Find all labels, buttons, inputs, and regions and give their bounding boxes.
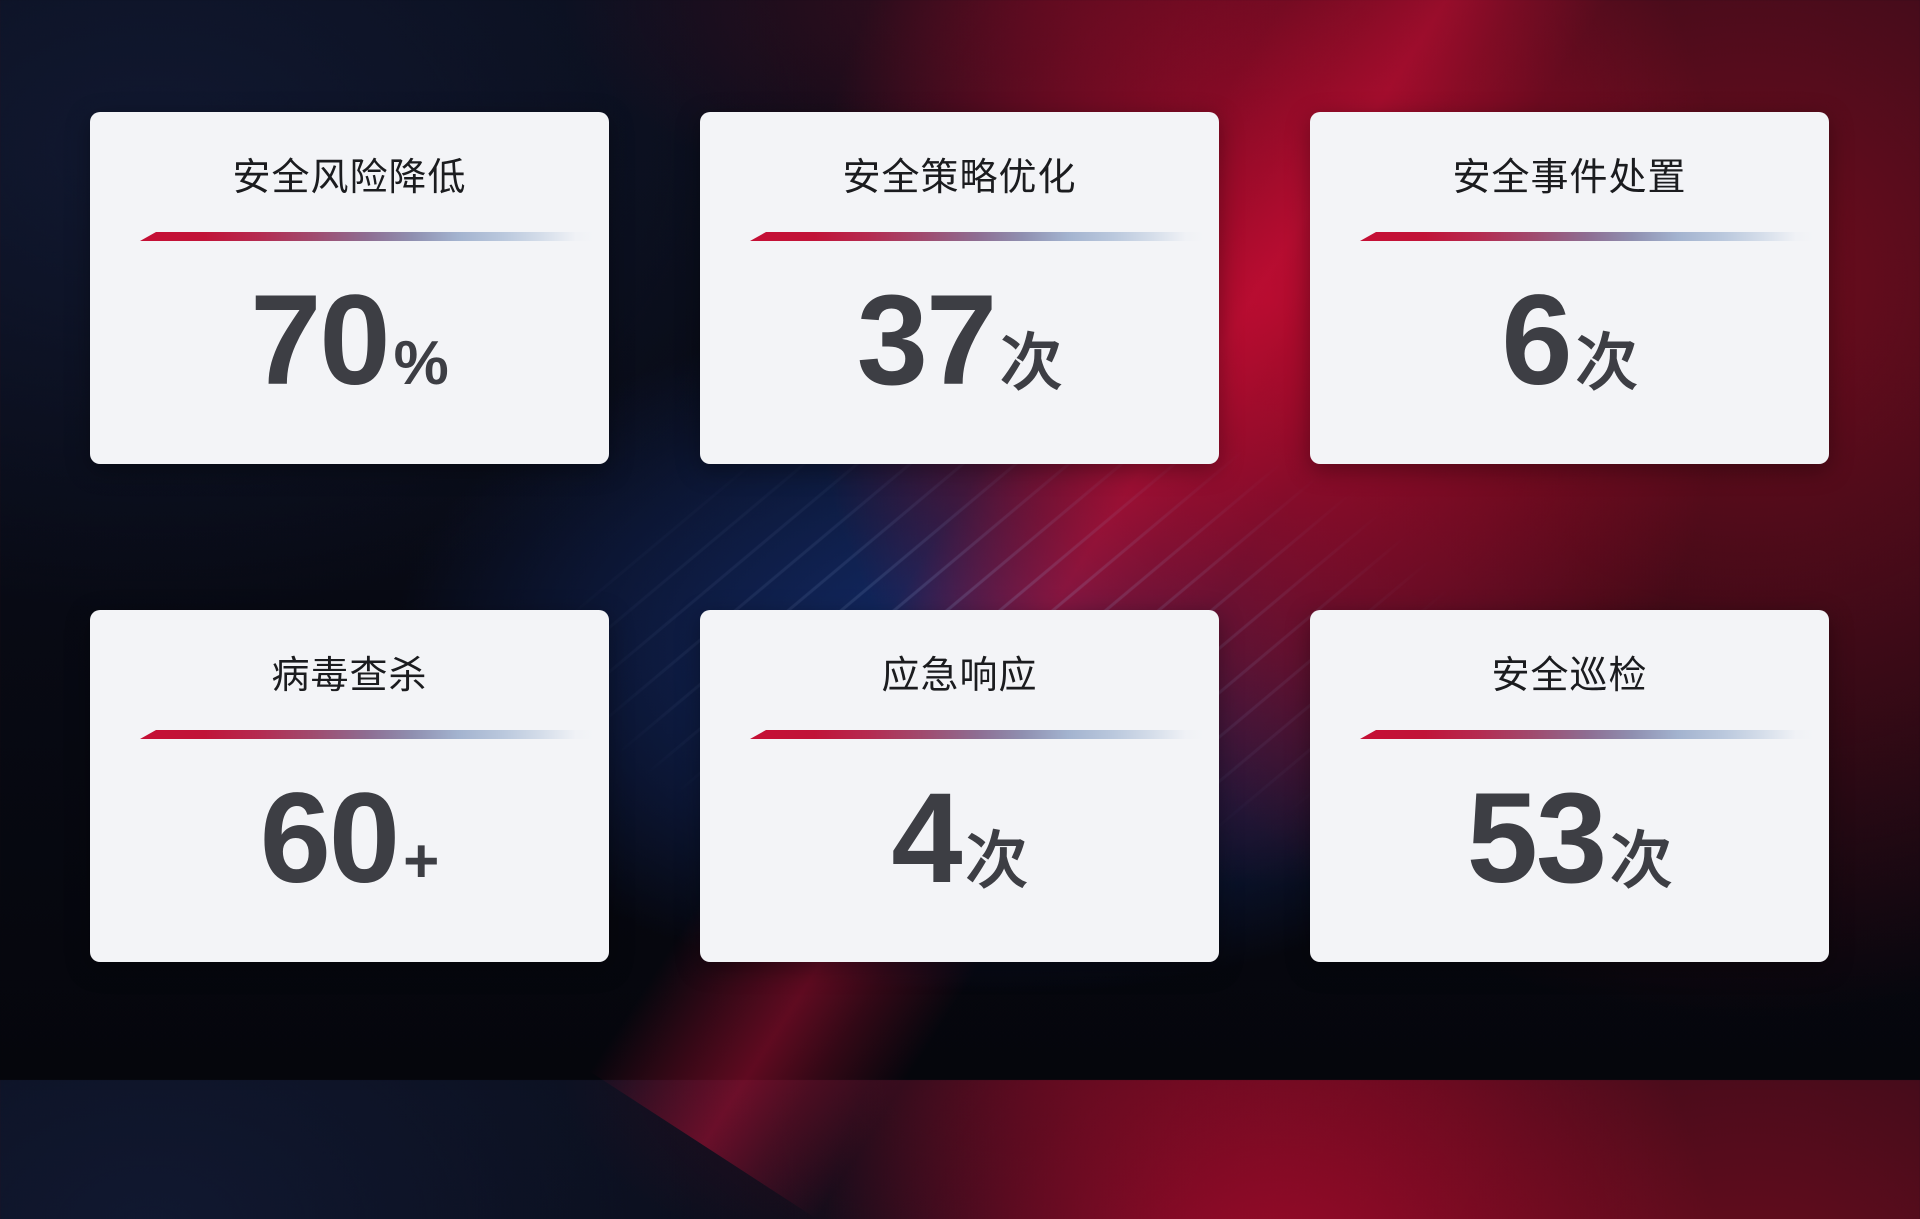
- stat-value: 4: [891, 767, 962, 910]
- stat-unit: +: [403, 827, 440, 896]
- stat-row: 4 次: [700, 775, 1219, 903]
- gradient-divider: [750, 730, 1204, 739]
- stat-value: 53: [1466, 767, 1607, 910]
- gradient-divider: [140, 232, 594, 241]
- gradient-divider: [1360, 232, 1814, 241]
- card-title: 病毒查杀: [271, 655, 428, 697]
- stat-unit: 次: [965, 827, 1028, 896]
- stat-card-risk-reduction: 安全风险降低 70 %: [90, 112, 609, 464]
- stat-card-virus-scan: 病毒查杀 60 +: [90, 610, 609, 962]
- stat-value: 60: [259, 767, 400, 910]
- stat-value: 6: [1501, 269, 1572, 412]
- gradient-divider: [750, 232, 1204, 241]
- stat-card-policy-optimization: 安全策略优化 37 次: [700, 112, 1219, 464]
- stat-value: 37: [856, 269, 997, 412]
- stat-row: 70 %: [90, 277, 609, 405]
- stat-row: 6 次: [1310, 277, 1829, 405]
- stat-unit: %: [393, 329, 449, 398]
- card-title: 应急响应: [881, 655, 1038, 697]
- stat-card-incident-handling: 安全事件处置 6 次: [1310, 112, 1829, 464]
- card-title: 安全策略优化: [842, 157, 1077, 199]
- stats-card-grid: 安全风险降低 70 % 安全策略优化 37 次 安全事件处置 6 次 病毒查杀 …: [90, 112, 1829, 962]
- card-title: 安全风险降低: [232, 157, 467, 199]
- stat-card-emergency-response: 应急响应 4 次: [700, 610, 1219, 962]
- stat-card-security-inspection: 安全巡检 53 次: [1310, 610, 1829, 962]
- stat-row: 37 次: [700, 277, 1219, 405]
- stat-value: 70: [250, 269, 390, 412]
- stat-unit: 次: [1610, 827, 1673, 896]
- stat-unit: 次: [1000, 329, 1063, 398]
- stat-row: 60 +: [90, 775, 609, 903]
- gradient-divider: [1360, 730, 1814, 739]
- stat-unit: 次: [1575, 329, 1638, 398]
- card-title: 安全事件处置: [1452, 157, 1687, 199]
- stat-row: 53 次: [1310, 775, 1829, 903]
- card-title: 安全巡检: [1491, 655, 1648, 697]
- gradient-divider: [140, 730, 594, 739]
